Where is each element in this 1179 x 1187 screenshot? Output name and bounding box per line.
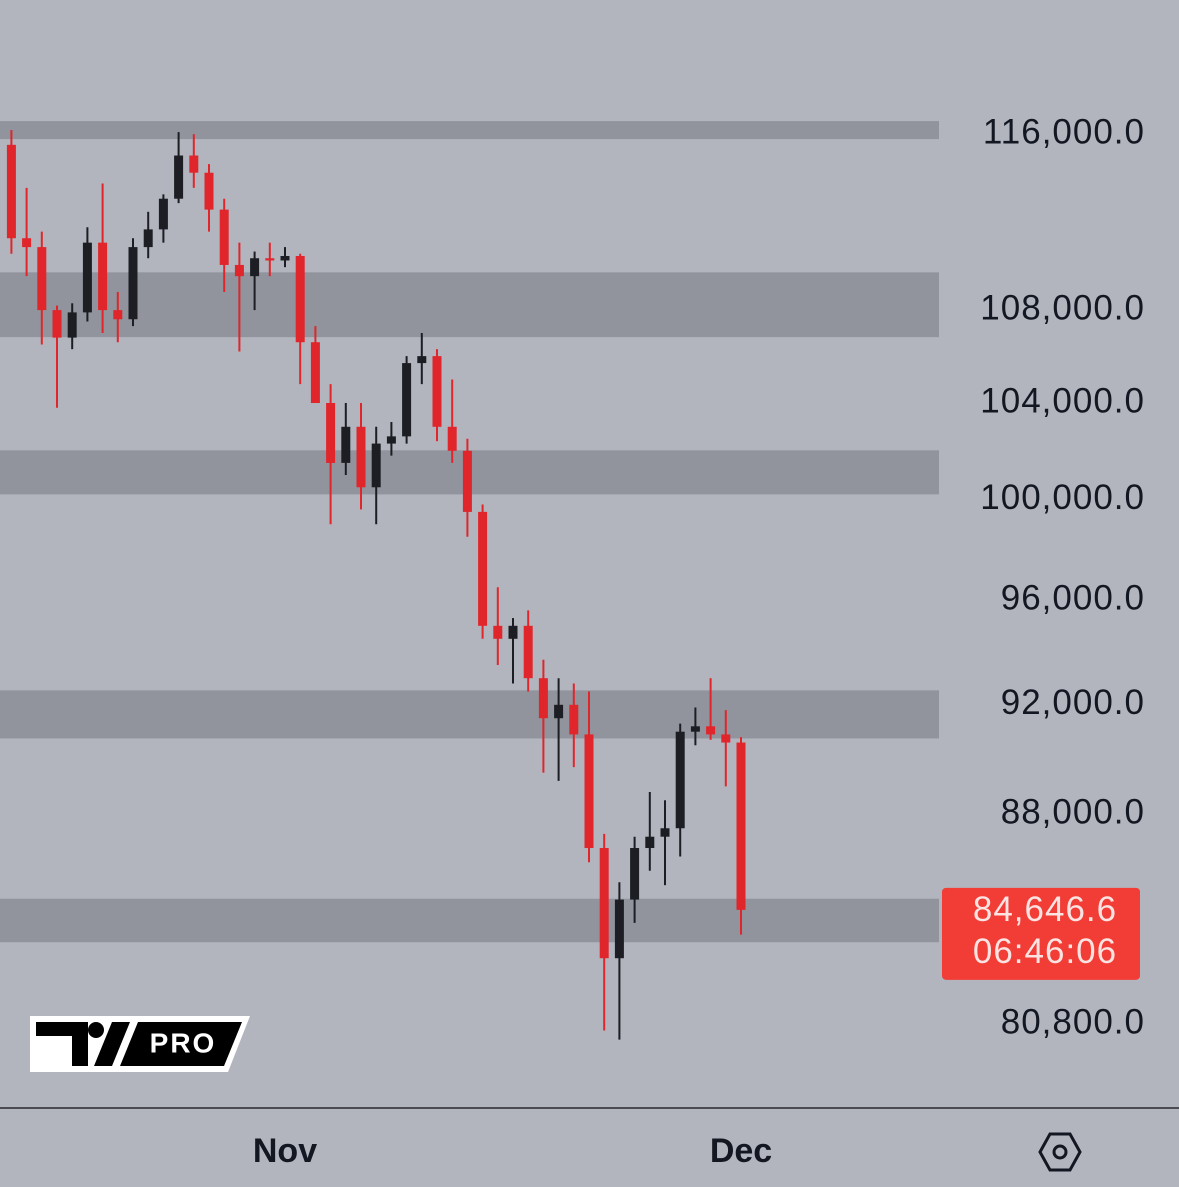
candle-body xyxy=(569,704,579,735)
candle-body xyxy=(508,625,518,639)
candle-body xyxy=(310,342,320,404)
candle-body xyxy=(22,238,32,248)
candle-body xyxy=(523,625,533,679)
candle-body xyxy=(189,155,199,173)
candle-body xyxy=(250,258,260,277)
y-tick-label: 88,000.0 xyxy=(1001,792,1145,831)
logo: PRO xyxy=(30,1016,250,1072)
logo-text: PRO xyxy=(150,1027,217,1058)
zone xyxy=(0,898,939,943)
y-tick-label: 116,000.0 xyxy=(983,112,1145,151)
candle-body xyxy=(402,363,412,437)
x-axis: Nov Dec xyxy=(253,1132,772,1170)
logo-t xyxy=(36,1022,88,1066)
candle-body xyxy=(295,256,305,343)
x-tick-label: Dec xyxy=(710,1132,772,1170)
candle-body xyxy=(265,258,275,261)
price-label-box xyxy=(942,887,1140,980)
candle-body xyxy=(234,264,244,277)
price-label: 84,646.606:46:06 xyxy=(942,887,1140,980)
zone xyxy=(0,272,939,338)
candle-body xyxy=(645,836,655,849)
candle-body xyxy=(706,726,716,735)
candle-body xyxy=(204,172,214,210)
y-tick-label: 92,000.0 xyxy=(1001,683,1145,722)
candle-body xyxy=(128,247,138,320)
candle-body xyxy=(660,828,670,837)
y-tick-label: 108,000.0 xyxy=(980,288,1145,327)
candle-body xyxy=(6,144,16,239)
x-tick-label: Nov xyxy=(253,1132,317,1170)
candles xyxy=(6,129,746,1040)
candle-body xyxy=(143,229,153,248)
candle-body xyxy=(447,426,457,451)
candle-body xyxy=(386,436,396,444)
candle-body xyxy=(478,511,488,626)
candle-body xyxy=(584,734,594,849)
hexagon-dot xyxy=(1052,1144,1068,1160)
y-tick-label: 96,000.0 xyxy=(1001,578,1145,617)
settings-icon[interactable] xyxy=(1038,1132,1082,1172)
candle-body xyxy=(538,678,548,719)
zones xyxy=(0,121,939,943)
candle-body xyxy=(371,443,381,488)
candle-body xyxy=(462,450,472,512)
y-axis: 116,000.0 108,000.0 104,000.0 100,000.0 96,0… xyxy=(980,112,1145,1042)
y-tick-label: 104,000.0 xyxy=(980,381,1145,420)
candle-body xyxy=(630,848,640,900)
logo-slash xyxy=(94,1022,130,1066)
logo-badge xyxy=(120,1022,242,1066)
candle-body xyxy=(280,256,290,261)
candle-body xyxy=(67,312,77,338)
candle-body xyxy=(98,242,108,311)
countdown: 06:46:06 xyxy=(973,932,1117,971)
candle-body xyxy=(599,848,609,959)
zone xyxy=(0,690,939,739)
candle-body xyxy=(614,899,624,959)
candle-body xyxy=(52,310,62,338)
candle-body xyxy=(675,731,685,829)
candle-body xyxy=(690,726,700,732)
last-price: 84,646.6 xyxy=(973,890,1117,929)
zone xyxy=(0,121,939,140)
candle-body xyxy=(417,356,427,364)
candle-body xyxy=(721,734,731,743)
candle-body xyxy=(493,625,503,639)
candle-body xyxy=(736,742,746,910)
candle-body xyxy=(554,704,564,719)
hexagon xyxy=(1038,1132,1082,1172)
candle-body xyxy=(158,198,168,230)
candle-body xyxy=(356,426,366,488)
candle-body xyxy=(82,242,92,313)
candle-body xyxy=(37,247,47,311)
y-tick-label: 100,000.0 xyxy=(980,478,1145,517)
candle-body xyxy=(341,426,351,463)
candle-body xyxy=(432,356,442,427)
candle-body xyxy=(174,155,184,199)
candle-body xyxy=(219,209,229,265)
candle-body xyxy=(113,310,123,320)
logo-dot xyxy=(88,1022,104,1038)
candle-body xyxy=(326,403,336,463)
y-tick-label: 80,800.0 xyxy=(1001,1003,1145,1042)
